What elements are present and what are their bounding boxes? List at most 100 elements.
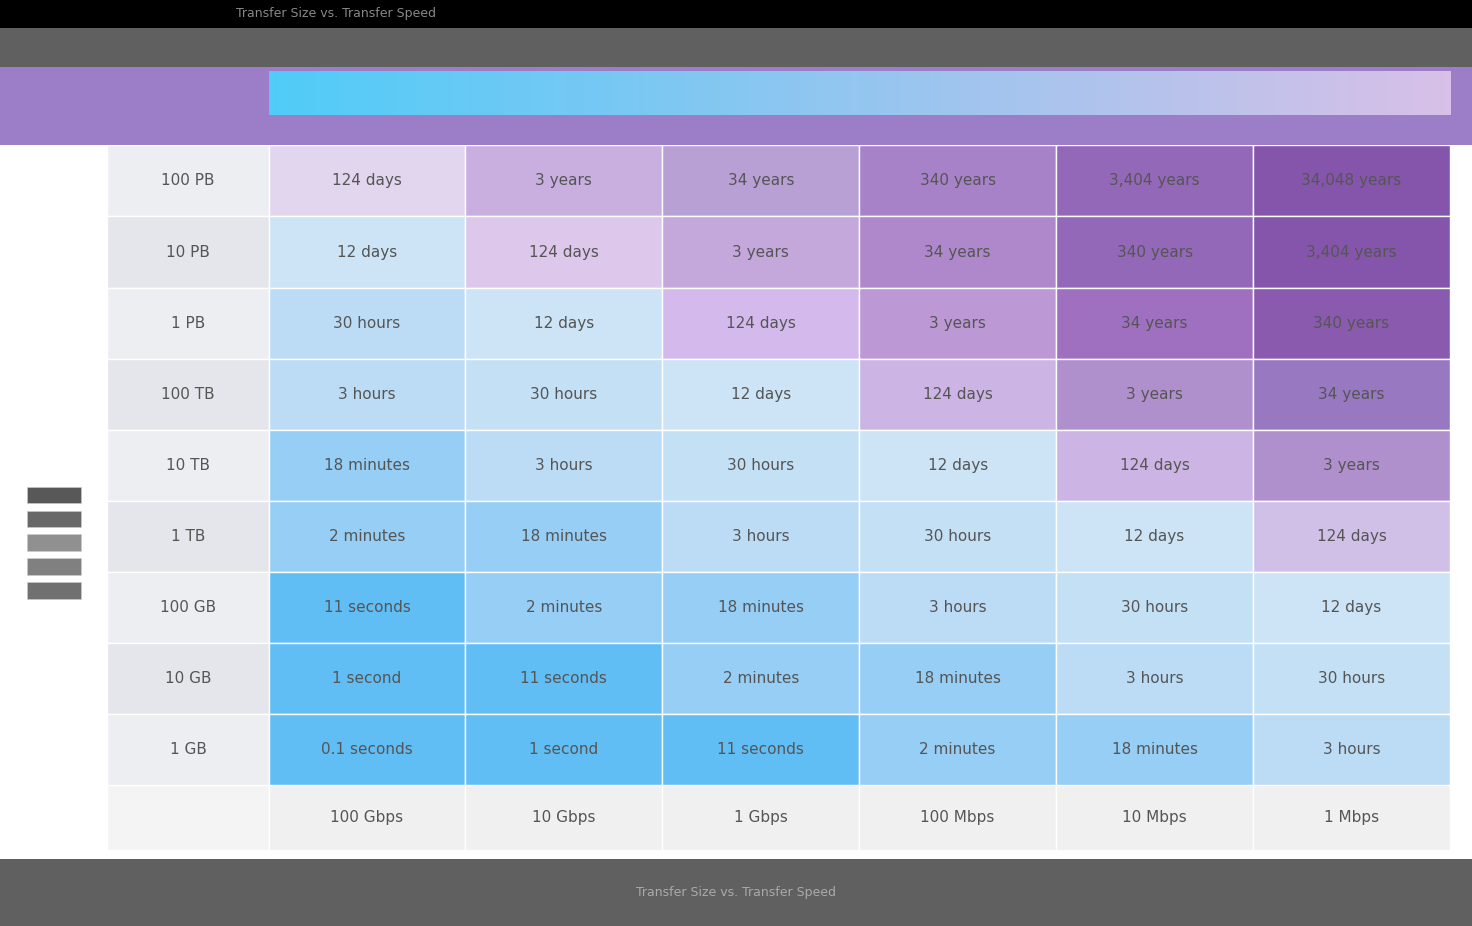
Bar [268, 501, 465, 572]
Bar [268, 288, 465, 358]
Bar [1055, 288, 1253, 358]
Text: 34,048 years: 34,048 years [1301, 173, 1401, 188]
Bar [26, 534, 81, 551]
Text: Transfer Size vs. Transfer Speed: Transfer Size vs. Transfer Speed [236, 7, 436, 20]
Bar [1253, 358, 1450, 430]
Bar [860, 572, 1055, 643]
Text: 3 hours: 3 hours [339, 387, 396, 402]
Bar [268, 358, 465, 430]
Text: 34 years: 34 years [1319, 387, 1385, 402]
Text: 1 TB: 1 TB [171, 529, 205, 544]
Bar [1253, 714, 1450, 785]
Text: 2 minutes: 2 minutes [328, 529, 405, 544]
Bar [1055, 145, 1253, 217]
Bar [107, 288, 268, 358]
Bar [1055, 501, 1253, 572]
Text: 100 Mbps: 100 Mbps [920, 810, 995, 825]
Text: 3 hours: 3 hours [536, 457, 593, 473]
Text: 3 years: 3 years [929, 316, 986, 331]
Text: 3,404 years: 3,404 years [1110, 173, 1200, 188]
Text: 12 days: 12 days [534, 316, 595, 331]
Bar [860, 430, 1055, 501]
Bar [268, 145, 465, 217]
Text: 124 days: 124 days [333, 173, 402, 188]
Text: 30 hours: 30 hours [924, 529, 991, 544]
Bar [1055, 714, 1253, 785]
Text: 3 hours: 3 hours [929, 600, 986, 615]
Bar [268, 643, 465, 714]
Text: 3 hours: 3 hours [1126, 671, 1183, 686]
Bar [26, 558, 81, 575]
Text: 10 TB: 10 TB [166, 457, 210, 473]
Text: 34 years: 34 years [727, 173, 793, 188]
Bar [465, 714, 662, 785]
Bar [1253, 430, 1450, 501]
Text: 11 seconds: 11 seconds [324, 600, 411, 615]
Text: 30 hours: 30 hours [1317, 671, 1385, 686]
Bar [860, 288, 1055, 358]
Bar [107, 358, 268, 430]
Bar [860, 217, 1055, 288]
Bar [662, 643, 860, 714]
Text: 12 days: 12 days [730, 387, 790, 402]
Bar [268, 785, 465, 850]
Bar [465, 145, 662, 217]
Bar [860, 714, 1055, 785]
Bar [268, 217, 465, 288]
Text: 100 TB: 100 TB [162, 387, 215, 402]
Bar [662, 785, 860, 850]
Bar [107, 572, 268, 643]
Text: 3,404 years: 3,404 years [1306, 244, 1397, 259]
Bar [107, 430, 268, 501]
Text: 3 years: 3 years [733, 244, 789, 259]
Text: 340 years: 340 years [1313, 316, 1390, 331]
Bar [662, 430, 860, 501]
Text: 30 hours: 30 hours [530, 387, 598, 402]
Text: 12 days: 12 days [1322, 600, 1382, 615]
Bar [1055, 217, 1253, 288]
Bar [1253, 145, 1450, 217]
Text: 11 seconds: 11 seconds [521, 671, 608, 686]
Text: 18 minutes: 18 minutes [521, 529, 606, 544]
Text: 100 PB: 100 PB [162, 173, 215, 188]
Bar [1253, 643, 1450, 714]
Text: 3 hours: 3 hours [1323, 743, 1381, 757]
Text: 18 minutes: 18 minutes [718, 600, 804, 615]
Bar [107, 501, 268, 572]
Bar [26, 582, 81, 599]
Bar [662, 145, 860, 217]
Text: 2 minutes: 2 minutes [526, 600, 602, 615]
Text: 18 minutes: 18 minutes [914, 671, 1001, 686]
Bar [26, 486, 81, 504]
Text: 124 days: 124 days [1316, 529, 1387, 544]
Text: 10 GB: 10 GB [165, 671, 212, 686]
Bar [268, 572, 465, 643]
Bar [662, 288, 860, 358]
Bar [1253, 217, 1450, 288]
Text: 1 GB: 1 GB [169, 743, 206, 757]
Bar [465, 217, 662, 288]
Text: 124 days: 124 days [923, 387, 992, 402]
Text: 2 minutes: 2 minutes [723, 671, 799, 686]
Text: 30 hours: 30 hours [1122, 600, 1188, 615]
Bar [107, 714, 268, 785]
Bar [662, 572, 860, 643]
Text: 1 Gbps: 1 Gbps [735, 810, 788, 825]
Bar [465, 288, 662, 358]
Bar [268, 430, 465, 501]
Text: 18 minutes: 18 minutes [324, 457, 411, 473]
Bar [860, 501, 1055, 572]
Bar [1253, 572, 1450, 643]
Bar [465, 785, 662, 850]
Text: 30 hours: 30 hours [333, 316, 400, 331]
Bar [107, 217, 268, 288]
Text: 11 seconds: 11 seconds [717, 743, 804, 757]
Text: 18 minutes: 18 minutes [1111, 743, 1198, 757]
Bar [860, 785, 1055, 850]
Bar [268, 714, 465, 785]
Text: 12 days: 12 days [337, 244, 397, 259]
Text: 3 years: 3 years [1323, 457, 1379, 473]
Bar [465, 643, 662, 714]
Text: 34 years: 34 years [924, 244, 991, 259]
Bar [1055, 358, 1253, 430]
